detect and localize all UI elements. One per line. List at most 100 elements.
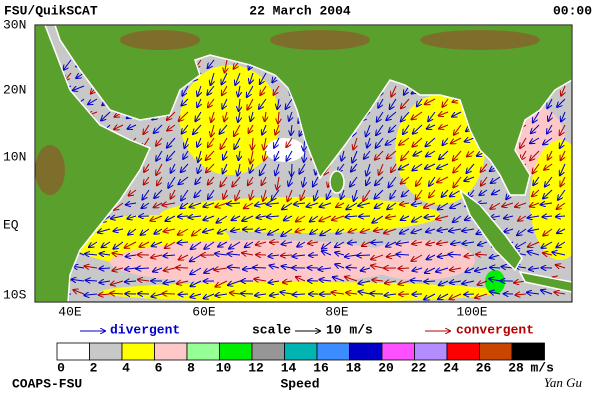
wind-arrow [232, 176, 241, 187]
wind-arrow [180, 202, 189, 208]
wind-arrow [179, 111, 189, 121]
wind-arrow [247, 98, 254, 110]
wind-arrow [436, 216, 449, 219]
wind-arrow [346, 202, 358, 209]
wind-arrow [179, 294, 189, 295]
wind-arrow [376, 124, 384, 135]
wind-arrow [399, 163, 410, 170]
wind-arrow [235, 189, 241, 200]
wind-arrow [377, 111, 384, 122]
wind-arrow [190, 267, 202, 274]
wind-arrow [388, 176, 397, 187]
wind-arrow [263, 189, 266, 201]
wind-arrow [144, 163, 150, 172]
wind-arrow [490, 202, 501, 209]
wind-arrow [533, 176, 540, 185]
wind-arrow [255, 203, 267, 205]
lat-label: 20N [3, 82, 26, 97]
wind-arrow [353, 137, 357, 149]
wind-arrow [528, 216, 540, 218]
wind-arrow [112, 253, 124, 255]
wind-arrow [331, 292, 345, 294]
wind-arrow [299, 163, 306, 174]
wind-arrow [502, 267, 514, 268]
wind-arrow [453, 150, 462, 161]
wind-arrow [527, 292, 540, 294]
wind-arrow [141, 228, 150, 235]
scale-value: 10 m/s [326, 322, 373, 337]
wind-arrow [336, 203, 345, 207]
wind-arrow [384, 228, 397, 233]
wind-arrow [366, 176, 370, 185]
wind-arrow [270, 294, 280, 296]
wind-arrow [439, 281, 449, 285]
wind-arrow [287, 189, 293, 201]
wind-arrow [397, 242, 410, 244]
date: 22 March 2004 [249, 3, 351, 18]
wind-arrow [286, 150, 293, 161]
wind-arrow [262, 124, 266, 135]
wind-arrow [390, 189, 397, 199]
wind-arrow [359, 292, 371, 294]
wind-arrow [517, 228, 527, 235]
wind-arrow [128, 125, 137, 129]
wind-arrow [370, 293, 384, 294]
wind-arrow [296, 229, 306, 232]
color-box [446, 342, 480, 361]
wind-arrow [367, 137, 370, 148]
wind-arrow [237, 163, 240, 176]
wind-arrow [481, 176, 488, 186]
wind-arrow [411, 229, 423, 233]
wind-arrow [204, 267, 215, 273]
wind-arrow [386, 111, 397, 120]
wind-arrow [327, 189, 331, 199]
wind-arrow [190, 280, 202, 286]
wind-arrow [264, 137, 266, 150]
wind-arrow [99, 281, 111, 283]
wind-arrow [178, 228, 189, 235]
wind-arrow [411, 111, 423, 119]
colorbar-tick: 16 [313, 360, 329, 375]
wind-arrow [165, 215, 176, 221]
wind-arrow [215, 202, 228, 207]
wind-arrow [322, 251, 332, 255]
wind-arrow [443, 137, 449, 145]
wind-arrow [275, 163, 279, 175]
wind-arrow [274, 137, 280, 148]
wind-arrow [110, 293, 124, 294]
wind-arrow [374, 229, 384, 231]
wind-arrow [178, 216, 189, 217]
wind-arrow [386, 241, 397, 247]
wind-arrow [195, 176, 202, 184]
wind-arrow [533, 111, 540, 123]
wind-arrow [284, 216, 293, 220]
wind-arrow [182, 85, 189, 96]
wind-arrow [450, 202, 462, 208]
wind-arrow [179, 254, 189, 260]
wind-arrow [224, 111, 227, 121]
land [35, 25, 572, 302]
lon-label: 100E [456, 304, 487, 319]
wind-arrow [111, 216, 124, 219]
wind-arrow [182, 124, 189, 134]
wind-arrow [561, 111, 565, 121]
wind-arrow [278, 111, 279, 123]
wind-arrow [465, 138, 475, 142]
wind-arrow [366, 124, 371, 136]
wind-arrow [184, 137, 188, 148]
wind-arrow [556, 216, 566, 217]
footer-left: COAPS-FSU [12, 376, 82, 391]
colorbar-tick: 12 [248, 360, 264, 375]
wind-arrow [351, 163, 358, 172]
wind-arrow [387, 255, 397, 257]
wind-arrow [126, 255, 137, 257]
wind-arrow [102, 241, 111, 247]
wind-arrow [218, 229, 228, 233]
wind-arrow [543, 137, 553, 145]
wind-arrow [272, 189, 280, 200]
wind-arrow [181, 163, 189, 172]
wind-arrow [391, 163, 397, 172]
wind-arrow [206, 150, 215, 160]
wind-arrow [281, 255, 293, 256]
wind-arrow [454, 124, 462, 135]
